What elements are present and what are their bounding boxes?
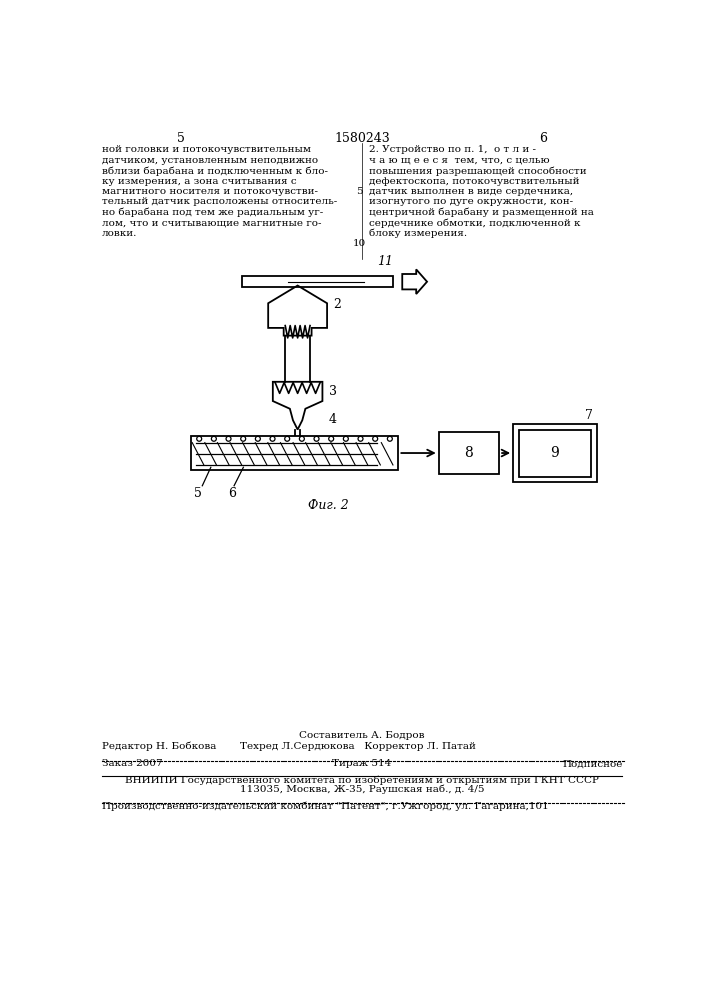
Text: ку измерения, а зона считывания с: ку измерения, а зона считывания с xyxy=(103,177,297,186)
Text: 5: 5 xyxy=(356,187,363,196)
Text: магнитного носителя и потокочувстви-: магнитного носителя и потокочувстви- xyxy=(103,187,318,196)
Bar xyxy=(513,424,597,482)
Text: Техред Л.Сердюкова   Корректор Л. Патай: Техред Л.Сердюкова Корректор Л. Патай xyxy=(240,742,475,751)
Text: Подписное: Подписное xyxy=(562,759,622,768)
Text: 5: 5 xyxy=(194,487,202,500)
Text: вблизи барабана и подключенным к бло-: вблизи барабана и подключенным к бло- xyxy=(103,166,328,176)
Text: блоку измерения.: блоку измерения. xyxy=(369,229,467,238)
Text: 7: 7 xyxy=(585,409,593,422)
Text: Тираж 514: Тираж 514 xyxy=(332,759,392,768)
Text: лом, что и считывающие магнитные го-: лом, что и считывающие магнитные го- xyxy=(103,218,322,227)
Text: 5: 5 xyxy=(177,132,185,145)
Text: повышения разрешающей способности: повышения разрешающей способности xyxy=(369,166,587,176)
Text: но барабана под тем же радиальным уг-: но барабана под тем же радиальным уг- xyxy=(103,208,324,217)
Text: сердечнике обмотки, подключенной к: сердечнике обмотки, подключенной к xyxy=(369,218,580,228)
Text: Заказ 2007: Заказ 2007 xyxy=(103,759,163,768)
Text: ВНИИПИ Государственного комитета по изобретениям и открытиям при ГКНТ СССР: ВНИИПИ Государственного комитета по изоб… xyxy=(125,775,599,785)
Text: 8: 8 xyxy=(464,446,473,460)
Text: 3: 3 xyxy=(329,385,337,398)
Text: 2: 2 xyxy=(333,298,341,311)
Text: Составитель А. Бодров: Составитель А. Бодров xyxy=(299,731,425,740)
Text: ной головки и потокочувствительным: ной головки и потокочувствительным xyxy=(103,145,311,154)
Text: 2. Устройство по п. 1,  о т л и -: 2. Устройство по п. 1, о т л и - xyxy=(369,145,536,154)
Text: ч а ю щ е е с я  тем, что, с целью: ч а ю щ е е с я тем, что, с целью xyxy=(369,156,549,165)
Text: 1580243: 1580243 xyxy=(334,132,390,145)
Bar xyxy=(438,432,499,474)
Text: Редактор Н. Бобкова: Редактор Н. Бобкова xyxy=(103,742,217,751)
Text: датчиком, установленным неподвижно: датчиком, установленным неподвижно xyxy=(103,156,318,165)
Text: изогнутого по дуге окружности, кон-: изогнутого по дуге окружности, кон- xyxy=(369,197,573,206)
Text: 9: 9 xyxy=(551,446,559,460)
Text: 6: 6 xyxy=(539,132,547,145)
Text: дефектоскопа, потокочувствительный: дефектоскопа, потокочувствительный xyxy=(369,177,580,186)
Text: датчик выполнен в виде сердечника,: датчик выполнен в виде сердечника, xyxy=(369,187,573,196)
Text: тельный датчик расположены относитель-: тельный датчик расположены относитель- xyxy=(103,197,337,206)
Text: 4: 4 xyxy=(329,413,337,426)
Bar xyxy=(518,430,591,477)
Text: 11: 11 xyxy=(378,255,393,268)
Text: 113035, Москва, Ж-35, Раушская наб., д. 4/5: 113035, Москва, Ж-35, Раушская наб., д. … xyxy=(240,784,484,794)
Text: Производственно-издательский комбинат "Патент", г.Ужгород, ул. Гагарина,101: Производственно-издательский комбинат "П… xyxy=(103,801,549,811)
Text: ловки.: ловки. xyxy=(103,229,138,238)
Text: 10: 10 xyxy=(353,239,366,248)
Text: 6: 6 xyxy=(228,487,235,500)
Text: Фиг. 2: Фиг. 2 xyxy=(308,499,349,512)
Text: центричной барабану и размещенной на: центричной барабану и размещенной на xyxy=(369,208,594,217)
Bar xyxy=(191,436,398,470)
